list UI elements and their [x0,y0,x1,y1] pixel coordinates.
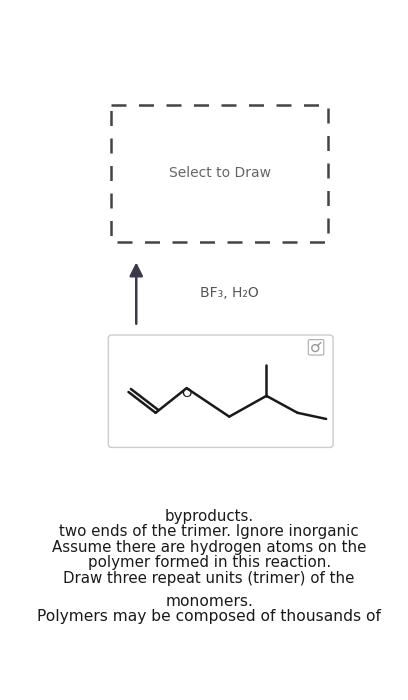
Text: monomers.: monomers. [165,594,253,609]
FancyBboxPatch shape [308,340,324,355]
Text: Polymers may be composed of thousands of: Polymers may be composed of thousands of [37,609,381,624]
FancyBboxPatch shape [109,335,333,447]
Text: BF₃, H₂O: BF₃, H₂O [200,286,259,300]
Text: Select to Draw: Select to Draw [169,167,271,181]
Text: Assume there are hydrogen atoms on the: Assume there are hydrogen atoms on the [52,540,366,555]
Text: two ends of the trimer. Ignore inorganic: two ends of the trimer. Ignore inorganic [59,524,359,540]
Text: polymer formed in this reaction.: polymer formed in this reaction. [88,555,330,570]
Text: Draw three repeat units (trimer) of the: Draw three repeat units (trimer) of the [63,570,355,586]
Bar [111,105,328,241]
Text: O: O [182,386,192,400]
Text: byproducts.: byproducts. [164,509,254,524]
